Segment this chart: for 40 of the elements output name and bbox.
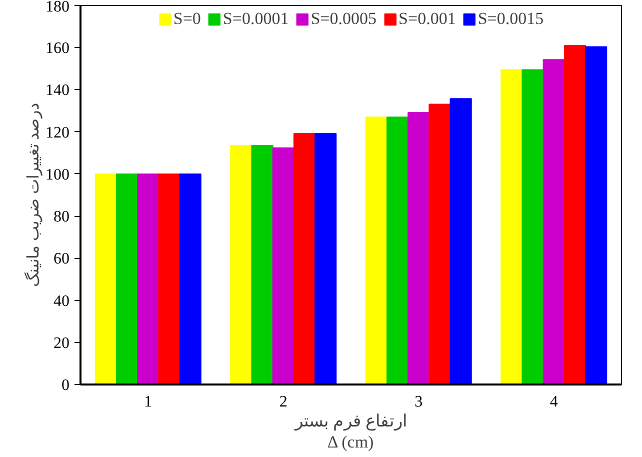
y-tick-label: 60 [54, 250, 70, 268]
y-tick-label: 180 [46, 0, 70, 16]
bar [179, 173, 202, 384]
legend-label: S=0.0015 [478, 9, 544, 29]
legend-label: S=0 [173, 9, 201, 29]
y-axis-title: درصد تغییرات ضریب مانینگ [24, 103, 42, 287]
y-tick-label: 80 [54, 208, 70, 226]
x-tick-label: 3 [414, 394, 423, 410]
y-tick-label: 160 [46, 40, 70, 58]
bar [293, 133, 316, 384]
y-tick-label: 120 [46, 124, 70, 142]
bar [158, 173, 180, 384]
bar [542, 59, 565, 384]
bar [450, 98, 472, 384]
legend-label: S=0.0001 [222, 9, 289, 29]
bar [428, 104, 451, 384]
bar [137, 173, 160, 384]
y-tick-label: 100 [46, 166, 70, 184]
bar [408, 112, 430, 384]
bar [386, 116, 409, 384]
bar [251, 145, 274, 384]
bar [314, 133, 337, 384]
bar [116, 173, 138, 384]
bar [94, 173, 117, 384]
y-tick-label: 40 [54, 292, 70, 310]
bar [522, 69, 544, 384]
y-tick-label: 140 [46, 82, 70, 100]
bar [272, 147, 294, 384]
x-tick-label: 2 [279, 394, 288, 410]
bar [230, 145, 252, 384]
legend-label: S=0.001 [398, 9, 456, 29]
legend-label: S=0.0005 [310, 9, 377, 29]
bar [585, 46, 608, 384]
y-tick-label: 0 [62, 377, 70, 394]
bar [500, 69, 523, 384]
y-tick-label: 20 [54, 334, 70, 352]
x-tick-label: 1 [144, 394, 152, 410]
bar [564, 45, 586, 384]
x-tick-label: 4 [550, 394, 558, 410]
bar [365, 116, 388, 384]
